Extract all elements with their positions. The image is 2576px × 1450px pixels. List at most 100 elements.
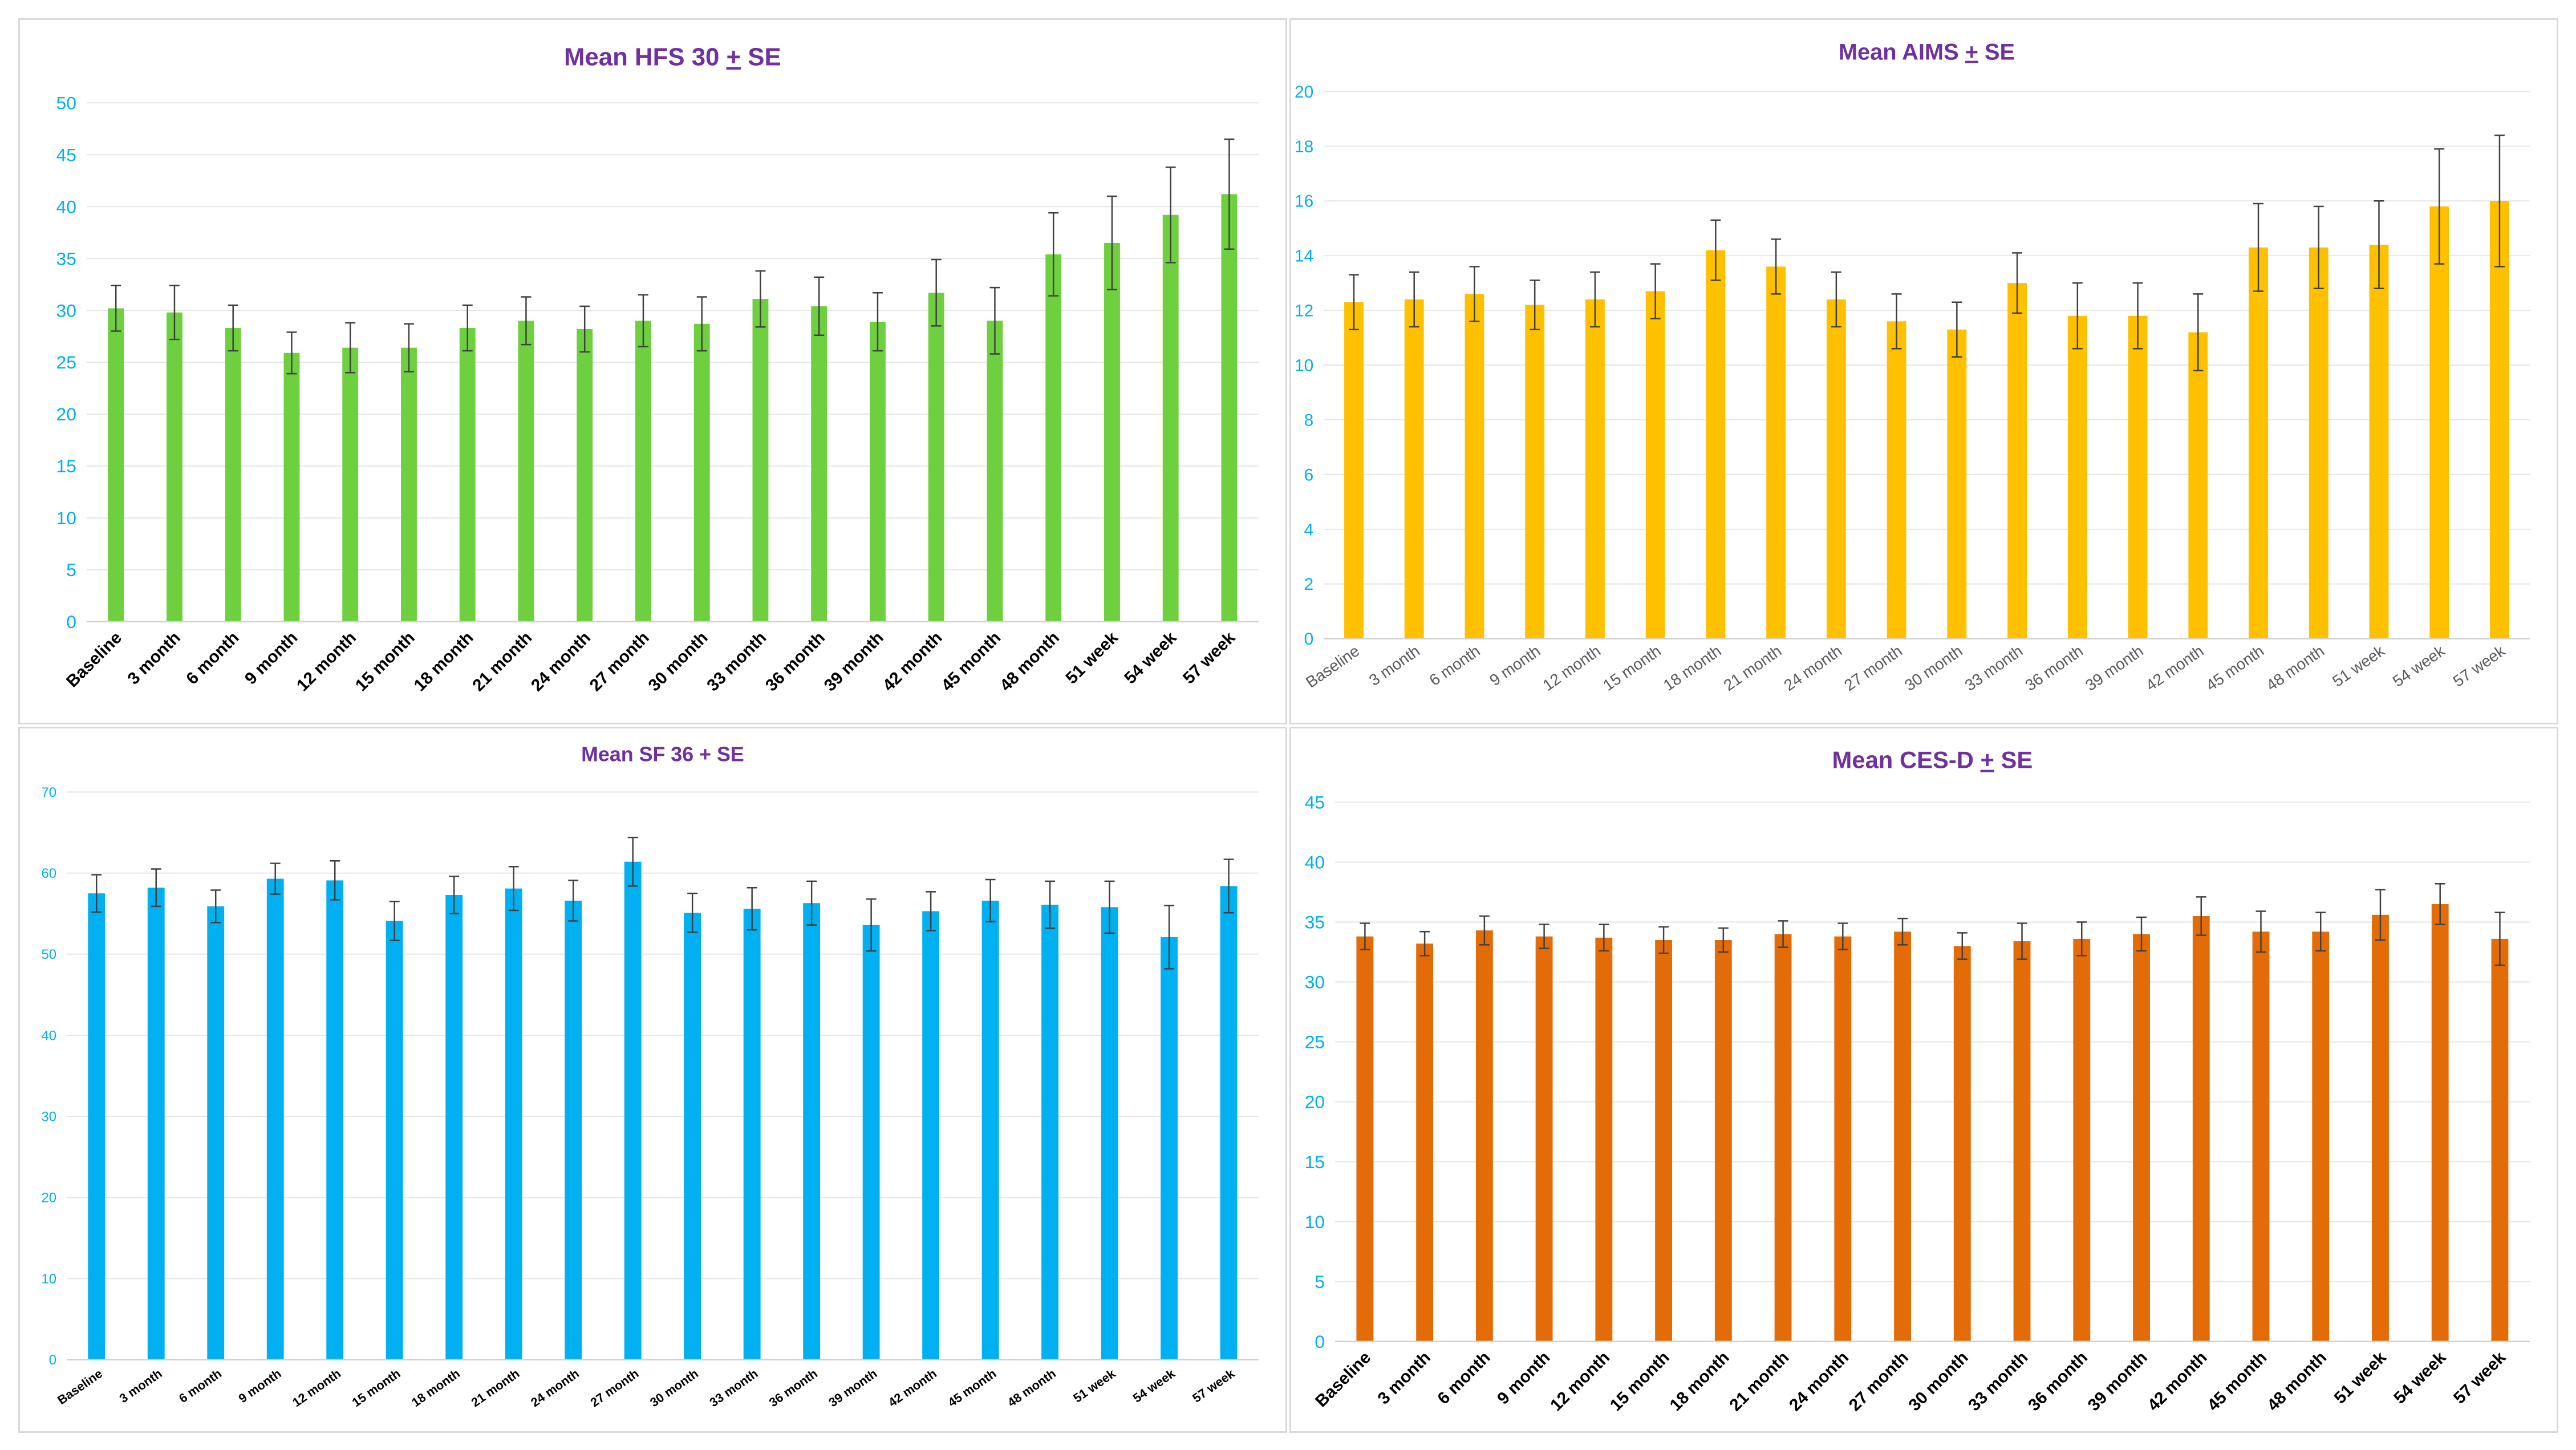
hfs30-bar	[811, 306, 827, 622]
sf36-xtick-label: 42 month	[886, 1366, 939, 1410]
cesd-xtick-label: 30 month	[1905, 1348, 1972, 1415]
hfs30-title-part: +	[727, 43, 741, 71]
hfs30-bar	[283, 353, 300, 622]
sf36-bar	[1161, 937, 1178, 1360]
aims-bar	[1585, 299, 1605, 639]
hfs30-bar	[635, 321, 651, 622]
hfs30-xtick-label: 15 month	[352, 628, 419, 695]
aims-xtick-label: Baseline	[1303, 642, 1362, 691]
cesd-xtick-label: 45 month	[2204, 1348, 2270, 1415]
hfs30-xtick-label: 39 month	[821, 628, 887, 695]
sf36-bar	[1041, 905, 1059, 1360]
sf36-xtick-label: 24 month	[528, 1366, 582, 1410]
hfs30-ytick-label: 15	[56, 456, 76, 476]
chart-panel-hfs30: Mean HFS 30 + SE 0 5 10 15 20 25 30 35 40 45 50 Base…	[18, 18, 1287, 724]
sf36-ytick-label: 20	[42, 1190, 57, 1206]
cesd-xtick-label: 15 month	[1607, 1348, 1673, 1415]
sf36-bar	[922, 911, 940, 1360]
sf36-bar	[505, 888, 522, 1360]
aims-xtick-label: 48 month	[2263, 642, 2327, 694]
cesd-xtick-label: 51 week	[2331, 1348, 2391, 1408]
aims-bar	[2007, 283, 2027, 639]
sf36-xtick-label: 57 week	[1190, 1366, 1238, 1406]
cesd-bar	[2491, 938, 2509, 1342]
sf36-xtick-label: 12 month	[290, 1366, 343, 1410]
aims-xtick-label: 36 month	[2022, 642, 2086, 694]
sf36-bar	[565, 900, 582, 1360]
cesd-xtick-label: 39 month	[2084, 1348, 2151, 1415]
cesd-chart-svg: Mean CES-D + SE 0 5 10 15 20 25 30 35 40 45 Baselin…	[1305, 747, 2530, 1415]
aims-xtick-label: 3 month	[1366, 642, 1423, 689]
hfs30-ytick-label: 35	[56, 248, 76, 269]
cesd-bar	[1416, 943, 1434, 1342]
cesd-bar	[2431, 904, 2449, 1342]
cesd-xtick-label: 42 month	[2144, 1348, 2211, 1415]
aims-xtick-label: 51 week	[2329, 642, 2388, 690]
sf36-ytick-label: 0	[49, 1352, 56, 1368]
hfs30-chart-svg: Mean HFS 30 + SE 0 5 10 15 20 25 30 35 40 45 50 Base…	[56, 43, 1259, 695]
aims-bar	[2188, 332, 2208, 639]
aims-ytick-label: 2	[1304, 575, 1314, 594]
hfs30-ytick-label: 50	[56, 92, 76, 113]
aims-ytick-label: 12	[1295, 302, 1313, 321]
hfs30-xtick-label: 21 month	[469, 628, 536, 695]
hfs30-ytick-label: 20	[56, 404, 76, 424]
cesd-xtick-label: Baseline	[1312, 1348, 1374, 1411]
cesd-xtick-label: 9 month	[1494, 1348, 1553, 1408]
cesd-bar	[1894, 931, 1911, 1342]
aims-title-part: Mean AIMS	[1839, 40, 1965, 65]
aims-xtick-label: 42 month	[2143, 642, 2207, 694]
sf36-bar	[743, 909, 761, 1360]
hfs30-bar	[577, 329, 593, 622]
cesd-bar	[2312, 931, 2330, 1342]
hfs30-xtick-label: 24 month	[528, 628, 594, 695]
sf36-xtick-label: 15 month	[350, 1366, 403, 1410]
aims-bar	[1404, 299, 1424, 639]
aims-bar	[1344, 302, 1364, 639]
hfs30-ytick-label: 45	[56, 144, 76, 165]
hfs30-ytick-label: 30	[56, 300, 76, 321]
hfs30-ytick-label: 25	[56, 352, 76, 372]
cesd-xtick-label: 3 month	[1374, 1348, 1434, 1408]
cesd-bar	[2013, 941, 2031, 1342]
sf36-bar	[624, 861, 642, 1360]
sf36-xtick-label: 9 month	[236, 1366, 284, 1406]
aims-bar	[2309, 247, 2328, 639]
aims-ytick-label: 8	[1304, 411, 1314, 430]
aims-chart-title: Mean AIMS + SE	[1839, 40, 2015, 65]
hfs30-bar	[459, 328, 476, 622]
aims-bar	[1826, 299, 1846, 639]
aims-xtick-label: 6 month	[1426, 642, 1483, 689]
cesd-chart-title: Mean CES-D + SE	[1832, 747, 2033, 773]
hfs30-xtick-label: 57 week	[1179, 628, 1239, 688]
sf36-xtick-label: 39 month	[826, 1366, 879, 1410]
sf36-ytick-label: 40	[42, 1028, 57, 1043]
sf36-xtick-label: 36 month	[766, 1366, 820, 1410]
hfs30-xtick-label: 3 month	[124, 628, 184, 688]
aims-xtick-label: 24 month	[1780, 642, 1845, 694]
hfs30-bar	[401, 347, 417, 622]
hfs30-bar	[225, 328, 241, 622]
hfs30-bar	[928, 293, 944, 622]
aims-xtick-label: 21 month	[1721, 642, 1785, 694]
aims-ytick-label: 0	[1304, 630, 1314, 649]
aims-bar	[1645, 291, 1665, 639]
aims-bar	[1465, 294, 1484, 639]
hfs30-ytick-label: 40	[56, 196, 76, 217]
hfs30-xtick-label: 42 month	[879, 628, 946, 695]
hfs30-title-part: SE	[741, 43, 781, 71]
aims-bar	[2429, 206, 2449, 639]
cesd-bar	[1834, 936, 1852, 1342]
hfs30-xtick-label: 54 week	[1121, 628, 1181, 688]
hfs30-xtick-label: 51 week	[1062, 628, 1122, 688]
chart-panel-sf36: Mean SF 36 + SE 0 10 20 30 40 50 60 70 Baseline 3 …	[18, 727, 1287, 1433]
sf36-xtick-label: 3 month	[117, 1366, 165, 1406]
aims-bar	[1525, 305, 1545, 639]
cesd-bar	[2372, 914, 2389, 1342]
cesd-bar	[2252, 931, 2270, 1342]
cesd-bar	[1475, 930, 1493, 1342]
sf36-bar	[684, 913, 701, 1360]
cesd-xtick-label: 12 month	[1547, 1348, 1613, 1415]
sf36-xtick-label: 27 month	[587, 1366, 641, 1410]
cesd-ytick-label: 30	[1305, 972, 1325, 993]
